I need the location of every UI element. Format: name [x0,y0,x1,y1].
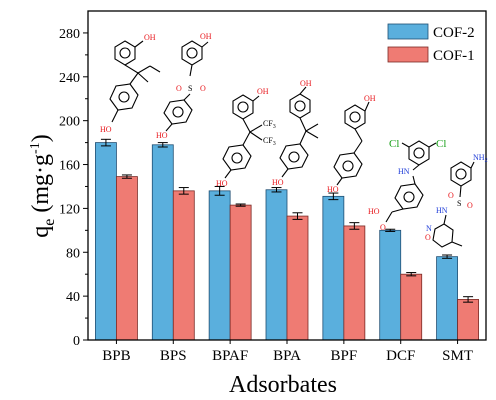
error-bar-cof-2-smt [442,254,453,259]
svg-text:OH: OH [144,33,156,42]
error-bar-cof-1-bpa [292,212,303,220]
svg-text:HO: HO [272,178,284,187]
legend-label-cof-2: COF-2 [433,25,475,41]
x-axis-label: Adsorbates [229,372,337,398]
bar-cof-2-smt [436,256,458,341]
bar-cof-2-bpf [322,195,345,341]
x-tick-label-bpaf: BPAF [212,348,248,364]
svg-text:OH: OH [257,87,269,96]
error-bar-cof-1-bpf [349,222,360,230]
svg-text:OH: OH [364,94,376,103]
svg-text:CF3: CF3 [263,119,276,130]
bar-cof-2-bpaf [208,190,231,341]
error-bar-cof-2-bpf [328,192,339,201]
svg-text:HO: HO [156,131,168,140]
svg-text:HO: HO [368,207,380,216]
x-tick-label-bpf: BPF [331,348,358,364]
bar-cof-1-dcf [400,273,423,341]
svg-text:O: O [200,84,206,93]
y-tick-labels: 0 40 80 120 160 200 240 280 [59,27,80,349]
svg-text:O: O [467,201,473,210]
y-tick-label-120: 120 [59,202,80,217]
x-tick-label-dcf: DCF [386,348,415,364]
y-axis-label: qe (mg·g-1) [28,134,58,237]
svg-text:CF3: CF3 [263,136,276,147]
svg-text:HN: HN [398,167,410,176]
molecule-bpf: OH HO [327,94,376,194]
svg-text:O: O [380,223,386,232]
y-tick-label-40: 40 [66,290,80,305]
molecule-bps: OH O S O HO [156,32,212,140]
error-bar-cof-1-bps [178,187,189,195]
bar-cof-1-smt [457,299,479,341]
x-tick-label-bps: BPS [160,348,187,364]
legend-swatch-cof-2 [387,23,429,40]
bar-cof-2-bps [151,144,174,341]
svg-text:HO: HO [100,125,112,134]
y-tick-label-200: 200 [59,115,80,130]
bar-cof-2-bpa [265,189,288,341]
svg-text:N: N [426,224,432,233]
molecule-smt: NH2 S O O HN O N [425,153,488,248]
svg-text:S: S [188,84,192,93]
x-tick-label-bpb: BPB [102,348,130,364]
legend-label-cof-1: COF-1 [433,48,475,64]
bar-cof-1-bpa [286,215,309,341]
error-bar-cof-1-dcf [406,272,417,277]
svg-text:HO: HO [327,185,339,194]
molecule-bpb: OH HO [100,33,161,134]
error-bar-cof-2-bpaf [214,185,225,196]
x-tick-label-bpa: BPA [273,348,301,364]
error-bar-cof-2-bps [157,142,168,148]
error-bar-cof-1-bpaf [235,203,246,207]
y-tick-label-240: 240 [59,71,80,86]
error-bar-cof-2-bpa [271,187,282,193]
molecule-bpaf: OH CF3 CF3 HO [216,87,276,188]
svg-text:O: O [176,84,182,93]
molecule-dcf: Cl Cl HN HO O [368,138,446,232]
y-tick-label-80: 80 [66,246,80,261]
bar-cof-2-bpb [95,142,117,341]
y-tick-label-280: 280 [59,27,80,42]
svg-text:HO: HO [216,179,228,188]
legend: COF-2 COF-1 [387,23,475,64]
molecule-bpa: OH HO [272,79,319,187]
y-tick-label-0: 0 [73,334,80,349]
svg-text:S: S [457,199,461,208]
svg-text:Cl: Cl [389,138,399,150]
svg-text:O: O [448,191,454,200]
error-bars-layer [100,138,474,303]
plot-frame [87,10,487,341]
svg-text:O: O [425,233,431,242]
bar-cof-1-bpb [116,176,138,341]
bars-layer [95,142,479,341]
error-bar-cof-1-smt [463,296,474,303]
bar-cof-1-bps [172,190,195,341]
svg-text:HN: HN [436,206,448,215]
legend-swatch-cof-1 [387,46,429,63]
x-tick-label-smt: SMT [442,348,473,364]
bar-cof-1-bpf [343,225,366,341]
error-bar-cof-1-bpb [121,174,132,179]
bar-cof-2-dcf [379,229,402,341]
x-category-labels: BPB BPS BPAF BPA BPF DCF SMT [102,348,473,364]
error-bar-cof-2-bpb [100,138,111,147]
svg-text:OH: OH [300,79,312,88]
svg-text:OH: OH [200,32,212,41]
axes [83,10,487,344]
bar-cof-1-bpaf [229,204,252,341]
svg-text:Cl: Cl [436,138,446,150]
y-tick-label-160: 160 [59,159,80,174]
svg-text:NH2: NH2 [473,153,488,164]
error-bar-cof-2-dcf [385,228,396,232]
